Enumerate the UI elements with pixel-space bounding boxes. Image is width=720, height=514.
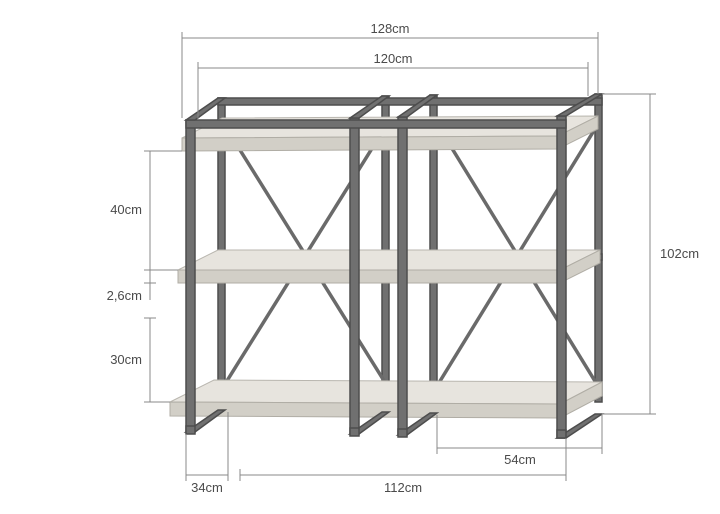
dim-left-40: 40cm [110, 151, 182, 270]
dim-left-26: 2,6cm [107, 270, 156, 303]
dim-right-height-label: 102cm [660, 246, 699, 261]
dim-top-inner-label: 120cm [373, 51, 412, 66]
dim-left-26-label: 2,6cm [107, 288, 142, 303]
dim-left-40-label: 40cm [110, 202, 142, 217]
dim-top-overall-label: 128cm [370, 21, 409, 36]
dim-bottom-34-label: 34cm [191, 480, 223, 495]
front-top-rail [186, 120, 566, 128]
dim-left-30-label: 30cm [110, 352, 142, 367]
dim-bottom-112-label: 112cm [384, 480, 422, 495]
dim-right-height: 102cm [602, 94, 699, 414]
shelf-diagram: 128cm 120cm 102cm 40cm 2,6cm [0, 0, 720, 514]
dim-top-inner: 120cm [198, 51, 588, 120]
dim-bottom-54: 54cm [437, 414, 602, 467]
dim-left-30: 30cm [110, 318, 170, 402]
dim-bottom-54-label: 54cm [504, 452, 536, 467]
middle-shelf [178, 250, 600, 283]
